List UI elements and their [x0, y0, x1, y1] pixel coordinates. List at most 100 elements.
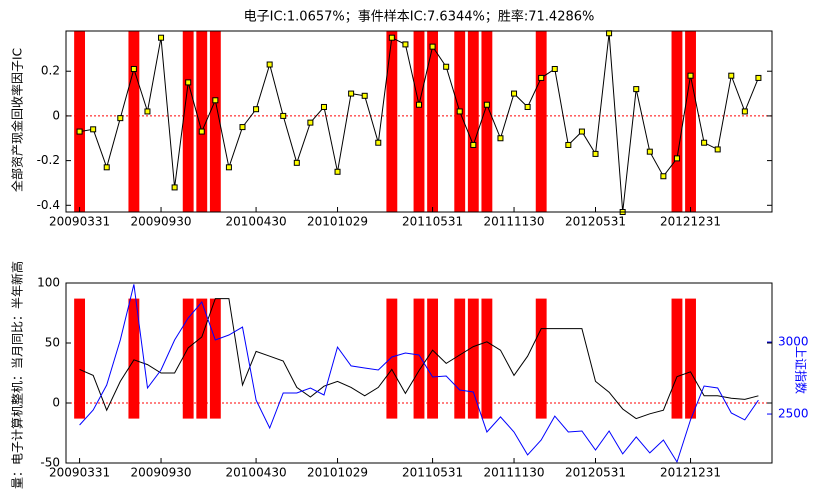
point — [741, 108, 748, 115]
point — [470, 141, 477, 148]
axes-box — [65, 30, 773, 213]
y-axis-label: 全部资产现金回收率因子IC — [10, 48, 25, 192]
y-tick-label: -0.4 — [37, 198, 60, 212]
event-bar — [128, 31, 140, 212]
x-tick-label: 20090930 — [130, 215, 191, 229]
point — [361, 92, 368, 99]
point — [90, 126, 97, 133]
event-bar — [467, 31, 479, 212]
x-tick-label: 20120531 — [565, 466, 626, 480]
point — [388, 34, 395, 41]
point — [416, 101, 422, 108]
point — [130, 65, 137, 72]
event-bar — [182, 31, 194, 212]
point — [158, 34, 165, 41]
x-tick-label: 20111130 — [483, 466, 544, 480]
y2-tick-label: 3000 — [778, 335, 809, 349]
x-tick-label: 20121231 — [660, 215, 721, 229]
x-tick-label: 20120531 — [565, 215, 626, 229]
point — [334, 168, 341, 175]
y-tick-label: 0 — [52, 396, 60, 410]
event-bar — [427, 31, 439, 212]
point — [565, 141, 572, 148]
x-tick-label: 20090930 — [130, 466, 191, 480]
event-bar — [427, 298, 439, 419]
x-tick-label: 20111130 — [483, 215, 544, 229]
event-bar — [209, 298, 221, 419]
point — [185, 79, 192, 86]
x-tick-label: 20090331 — [49, 466, 110, 480]
point — [497, 135, 504, 142]
point — [198, 128, 205, 135]
event-bar — [481, 298, 493, 419]
event-bar — [74, 298, 86, 419]
point — [755, 74, 762, 81]
event-bar — [182, 298, 194, 419]
point — [483, 101, 490, 108]
point — [348, 90, 355, 97]
point — [633, 86, 640, 93]
event-bar — [671, 31, 683, 212]
point — [171, 184, 178, 191]
point — [103, 164, 110, 171]
event-bar — [454, 298, 466, 419]
series-line — [79, 284, 759, 464]
y2-axis-label: 上证指数 — [794, 346, 809, 394]
event-bar — [386, 298, 398, 419]
point — [443, 63, 450, 70]
x-tick-label: 20110531 — [402, 466, 463, 480]
point — [253, 106, 260, 113]
point — [592, 150, 599, 157]
point — [660, 173, 667, 180]
point — [280, 112, 287, 119]
point — [429, 43, 436, 50]
y-tick-label: -50 — [40, 456, 60, 470]
point — [511, 90, 518, 97]
series-line — [79, 298, 759, 420]
point — [307, 119, 314, 126]
y-tick-label: 0 — [52, 108, 60, 122]
y-tick-label: 50 — [45, 336, 60, 350]
event-bar — [454, 31, 466, 212]
x-tick-label: 20100430 — [226, 466, 287, 480]
point — [266, 61, 273, 68]
point — [212, 97, 219, 104]
event-bar — [413, 298, 425, 419]
event-bar — [671, 298, 683, 419]
point — [646, 148, 653, 155]
point — [578, 128, 585, 135]
point — [538, 74, 545, 81]
y2-tick-label: 2500 — [778, 407, 809, 421]
x-tick-label: 20101029 — [307, 466, 368, 480]
x-tick-label: 20121231 — [660, 466, 721, 480]
y-tick-label: 0.2 — [41, 64, 60, 78]
point — [524, 103, 531, 110]
point — [551, 65, 558, 72]
event-bar — [467, 298, 479, 419]
x-tick-label: 20101029 — [307, 215, 368, 229]
event-bar — [413, 31, 425, 212]
event-bar — [386, 31, 398, 212]
event-bar — [685, 31, 696, 212]
point — [293, 159, 300, 166]
event-bar — [209, 31, 221, 212]
chart-title: 电子IC:1.0657%；事件样本IC:7.6344%；胜率:71.4286% — [244, 9, 595, 25]
point — [320, 103, 327, 110]
point — [714, 146, 721, 153]
point — [117, 115, 124, 122]
point — [701, 139, 708, 146]
point — [402, 41, 409, 48]
point — [239, 124, 246, 131]
event-bar — [481, 31, 493, 212]
point — [687, 72, 694, 79]
event-bar — [196, 31, 208, 212]
y-tick-label: 100 — [37, 276, 60, 290]
point — [76, 128, 83, 135]
point — [225, 164, 232, 171]
event-bar — [196, 298, 208, 419]
point — [728, 72, 735, 79]
x-tick-label: 20090331 — [49, 215, 110, 229]
x-tick-label: 20100430 — [226, 215, 287, 229]
